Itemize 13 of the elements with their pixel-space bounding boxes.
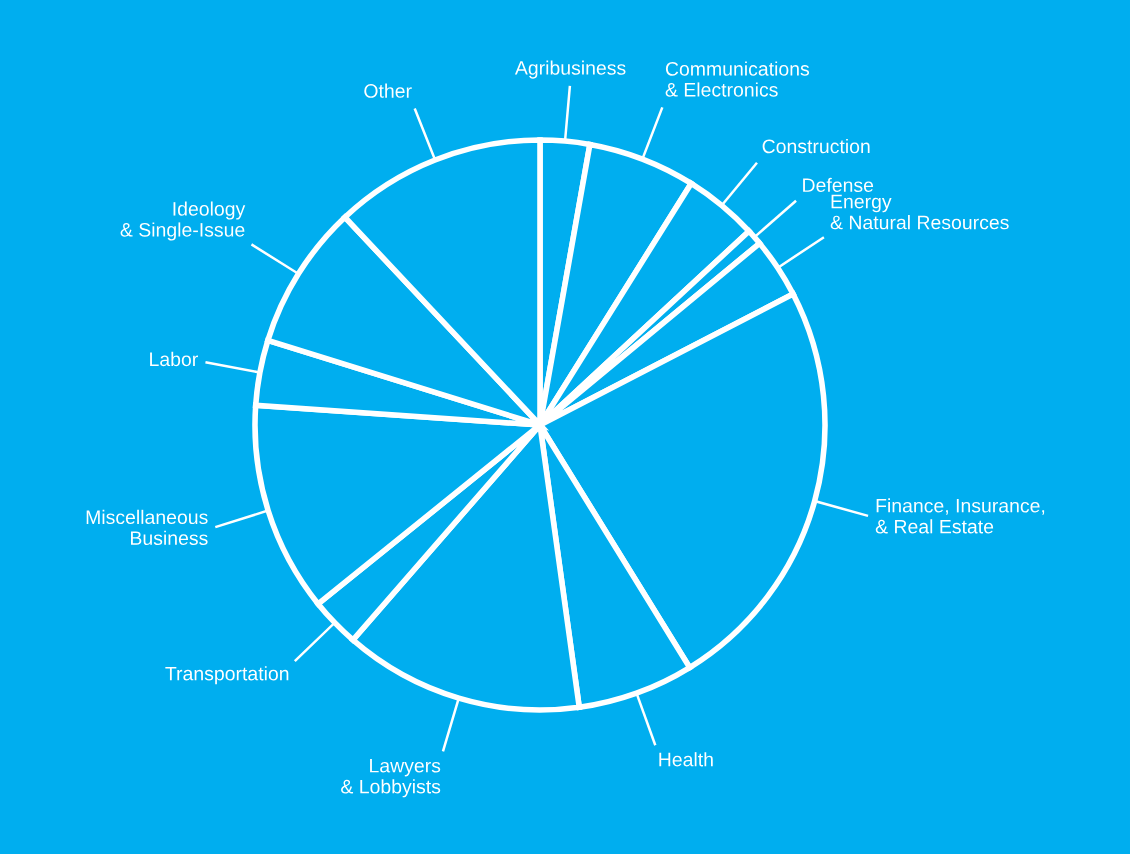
slice-label: Miscellaneous Business xyxy=(86,509,208,546)
slice-label: Construction xyxy=(762,138,870,154)
slice-label: Communications & Electronics xyxy=(665,61,810,97)
slice-label: Other xyxy=(364,83,412,98)
slice-label: Finance, Insurance, & Real Estate xyxy=(875,498,1045,534)
slice-label: Labor xyxy=(150,351,198,367)
slice-label: Transportation xyxy=(165,666,289,685)
slice-label: Health xyxy=(659,752,713,767)
slice-label: Lawyers & Lobbyists xyxy=(341,758,441,798)
slice-label: Agribusiness xyxy=(514,60,626,79)
slice-label: Energy & Natural Resources xyxy=(830,194,1009,230)
slice-label: Defense xyxy=(803,177,874,193)
slice-label: Ideology & Single-Issue xyxy=(120,201,246,241)
